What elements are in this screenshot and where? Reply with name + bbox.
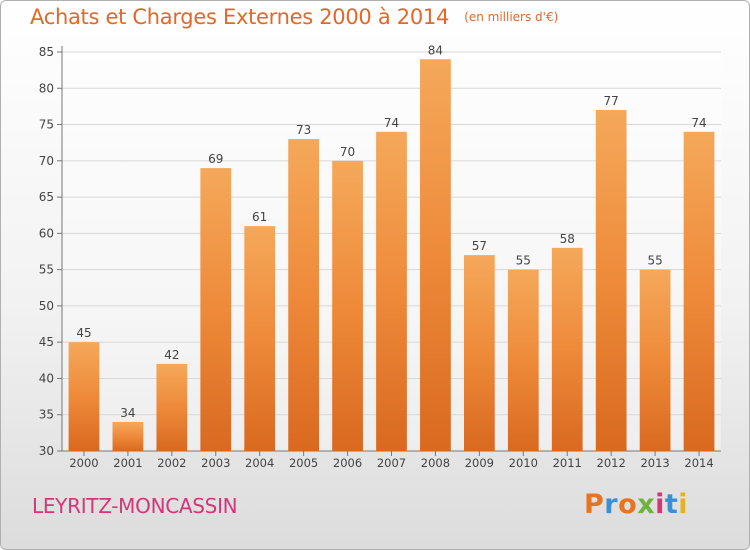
- bar-value-label: 84: [428, 43, 443, 57]
- chart-title-line: Achats et Charges Externes 2000 à 2014 (…: [30, 5, 558, 29]
- logo-letter: r: [604, 489, 619, 520]
- x-tick-label: 2007: [377, 456, 406, 470]
- logo-letter: t: [664, 489, 679, 520]
- logo-letter: i: [655, 489, 665, 520]
- bar: [639, 269, 671, 451]
- bar-value-label: 74: [384, 116, 399, 130]
- proxiti-logo: Proxiti: [584, 489, 688, 520]
- logo-letter: o: [618, 489, 638, 520]
- bar: [683, 131, 715, 452]
- y-tick-label: 75: [39, 118, 54, 132]
- y-tick-label: 85: [39, 45, 54, 59]
- bar-value-label: 34: [120, 406, 135, 420]
- bar: [507, 269, 539, 451]
- x-tick-label: 2006: [333, 456, 362, 470]
- bar: [112, 421, 144, 451]
- bar-value-label: 73: [296, 123, 311, 137]
- y-tick-label: 40: [39, 371, 54, 385]
- y-tick-label: 60: [39, 226, 54, 240]
- logo-letter: P: [584, 489, 605, 520]
- y-tick-label: 65: [39, 190, 54, 204]
- y-tick-label: 50: [39, 299, 54, 313]
- bar-value-label: 69: [208, 152, 223, 166]
- y-tick-label: 55: [39, 263, 54, 277]
- bar: [463, 255, 495, 451]
- bar: [551, 247, 583, 451]
- bar-value-label: 61: [252, 210, 267, 224]
- bar-value-label: 45: [76, 326, 91, 340]
- x-tick-label: 2001: [113, 456, 142, 470]
- bar: [332, 160, 363, 451]
- bar: [68, 342, 100, 451]
- x-tick-label: 2012: [597, 456, 626, 470]
- bar-value-label: 70: [340, 145, 355, 159]
- x-tick-label: 2013: [640, 456, 669, 470]
- x-tick-label: 2014: [684, 456, 713, 470]
- bar-value-label: 77: [604, 94, 619, 108]
- x-tick-label: 2010: [509, 456, 538, 470]
- y-tick-label: 70: [39, 154, 54, 168]
- bar: [595, 110, 627, 451]
- x-tick-label: 2000: [69, 456, 98, 470]
- bar: [376, 131, 407, 452]
- y-tick-label: 45: [39, 335, 54, 349]
- bar: [420, 59, 451, 451]
- y-tick-label: 30: [39, 444, 54, 458]
- bar: [288, 139, 320, 451]
- bar-value-label: 42: [164, 348, 179, 362]
- bar-value-label: 55: [647, 254, 662, 268]
- y-tick-label: 80: [39, 81, 54, 95]
- x-tick-label: 2002: [157, 456, 186, 470]
- y-tick-label: 35: [39, 408, 54, 422]
- x-tick-label: 2008: [421, 456, 450, 470]
- location-name: LEYRITZ-MONCASSIN: [32, 494, 238, 518]
- x-tick-label: 2005: [289, 456, 318, 470]
- x-tick-label: 2009: [465, 456, 494, 470]
- bar-value-label: 57: [472, 239, 487, 253]
- bar-value-label: 58: [560, 232, 575, 246]
- chart-subtitle: (en milliers d'€): [464, 10, 559, 24]
- x-tick-label: 2003: [201, 456, 230, 470]
- logo-letter: x: [637, 489, 656, 520]
- bar-value-label: 74: [691, 116, 706, 130]
- bar: [244, 226, 276, 451]
- bar: [200, 168, 232, 451]
- x-tick-label: 2004: [245, 456, 274, 470]
- bar-value-label: 55: [516, 254, 531, 268]
- x-tick-label: 2011: [553, 456, 582, 470]
- chart-title: Achats et Charges Externes 2000 à 2014: [30, 5, 450, 29]
- logo-letter: i: [678, 489, 689, 520]
- bar: [156, 363, 188, 451]
